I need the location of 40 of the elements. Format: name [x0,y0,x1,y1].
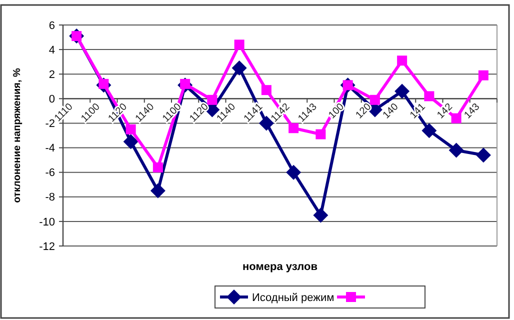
point [150,183,166,198]
x-axis-title: номера узлов [242,261,318,273]
y-tick-label: -10 [39,216,55,228]
point [394,84,410,99]
x-tick-label: 140 [381,101,401,122]
y-tick-label: 4 [48,44,55,56]
point [313,208,328,223]
point [234,40,244,50]
point [448,142,464,158]
x-tick-label: 141 [408,101,428,122]
point [288,123,299,134]
y-tick-label: -4 [45,142,55,155]
point [152,162,163,172]
point [207,94,218,105]
point [123,134,138,150]
point [478,70,488,80]
y-tick-label: 6 [48,20,55,32]
y-tick-label: 2 [48,68,55,81]
point [451,113,462,124]
y-tick-label: -2 [45,118,55,130]
point [476,148,491,163]
point [232,60,247,76]
point [370,94,380,105]
y-tick-label: -12 [39,240,55,253]
y-tick-label: -8 [45,192,55,204]
point [397,56,408,66]
y-tick-label: -6 [45,167,55,180]
point [126,124,136,134]
point [286,164,302,180]
y-axis-title: отклонение напряжения, % [12,68,23,203]
legend-label: Исодный режим [252,292,334,304]
x-tick-label: 120 [354,101,374,122]
point [316,129,326,140]
x-tick-label: 143 [462,101,482,122]
point [261,85,272,96]
point [422,123,437,138]
point [424,91,434,102]
x-tick-label: 100 [326,101,347,122]
x-tick-label: 142 [435,101,456,122]
y-tick-label: 0 [48,94,55,106]
